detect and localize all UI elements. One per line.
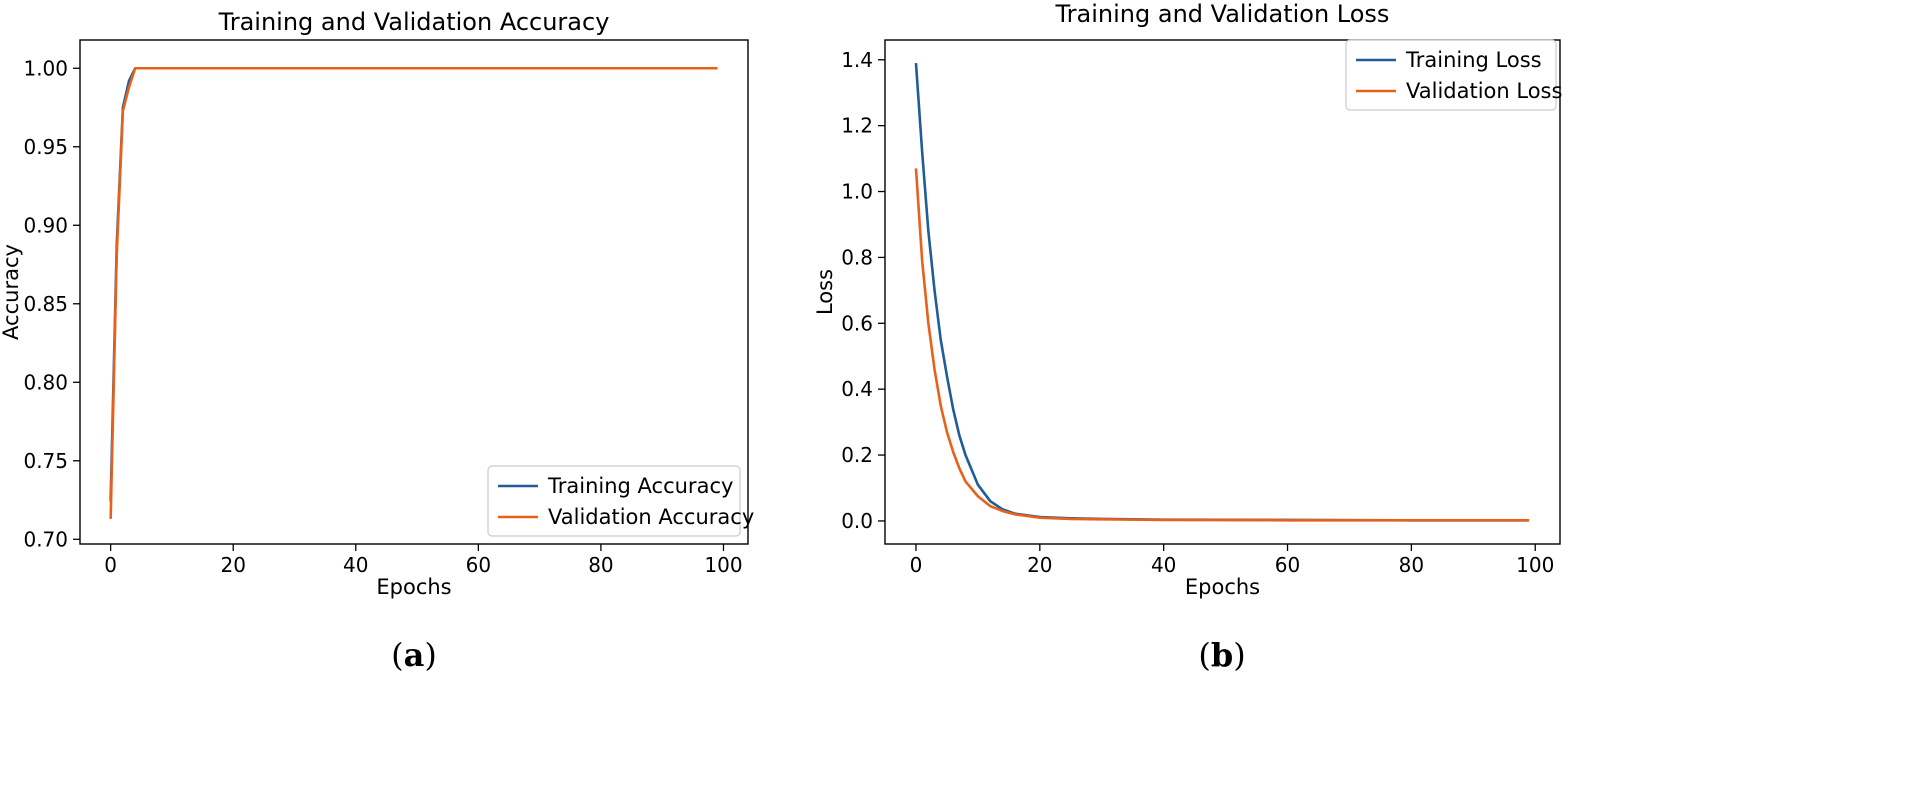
y-axis-label: Accuracy xyxy=(0,244,23,340)
panel-caption-letter: b xyxy=(1211,636,1233,674)
y-tick-label: 0.80 xyxy=(23,370,68,394)
y-tick-label: 0.0 xyxy=(841,509,873,533)
panel-caption: (b) xyxy=(1198,636,1245,674)
x-tick-label: 80 xyxy=(1399,553,1424,577)
chart-title: Training and Validation Loss xyxy=(1055,0,1390,28)
y-ticks: 0.70 0.75 0.80 0.85 0.90 0.95 1.00 xyxy=(23,56,80,551)
legend-label-validation: Validation Loss xyxy=(1406,79,1562,103)
x-tick-label: 100 xyxy=(1516,553,1554,577)
x-ticks: 0 20 40 60 80 100 xyxy=(910,544,1554,577)
y-tick-label: 0.85 xyxy=(23,292,68,316)
y-tick-label: 1.00 xyxy=(23,56,68,80)
y-axis-label: Loss xyxy=(813,269,837,315)
legend-box xyxy=(1345,39,1557,111)
validation-series-line xyxy=(109,66,718,519)
x-axis-label: Epochs xyxy=(376,575,451,599)
y-tick-label: 0.90 xyxy=(23,213,68,237)
x-tick-label: 100 xyxy=(704,553,742,577)
series-lines xyxy=(914,62,1530,522)
y-tick-label: 0.2 xyxy=(841,443,873,467)
x-tick-label: 0 xyxy=(104,553,117,577)
panel-caption-letter: a xyxy=(404,636,425,674)
y-tick-label: 1.2 xyxy=(841,114,873,138)
loss-chart: Training and Validation Loss Epochs Loss… xyxy=(813,0,1562,674)
plot-frame xyxy=(884,39,1561,545)
legend-label-training: Training Loss xyxy=(1405,48,1542,72)
training-series-line xyxy=(914,62,1530,522)
y-tick-label: 1.4 xyxy=(841,48,873,72)
legend-label-validation: Validation Accuracy xyxy=(548,505,754,529)
y-ticks: 0.0 0.2 0.4 0.6 0.8 1.0 1.2 1.4 xyxy=(841,48,885,533)
accuracy-chart: Training and Validation Accuracy Epochs … xyxy=(0,8,754,674)
plot-frame xyxy=(79,39,749,545)
y-tick-label: 0.70 xyxy=(23,527,68,551)
legend: Training Loss Validation Loss xyxy=(1345,39,1562,111)
x-tick-label: 40 xyxy=(343,553,368,577)
y-tick-label: 1.0 xyxy=(841,180,873,204)
x-axis-label: Epochs xyxy=(1185,575,1260,599)
x-tick-label: 20 xyxy=(1027,553,1052,577)
legend-label-training: Training Accuracy xyxy=(547,474,733,498)
x-tick-label: 80 xyxy=(588,553,613,577)
x-tick-label: 0 xyxy=(910,553,923,577)
x-tick-label: 40 xyxy=(1151,553,1176,577)
legend: Training Accuracy Validation Accuracy xyxy=(487,465,754,537)
y-tick-label: 0.4 xyxy=(841,377,873,401)
series-lines xyxy=(109,66,718,519)
x-tick-label: 20 xyxy=(220,553,245,577)
y-tick-label: 0.6 xyxy=(841,311,873,335)
training-series-line xyxy=(109,66,718,502)
chart-title: Training and Validation Accuracy xyxy=(218,8,610,36)
y-tick-label: 0.8 xyxy=(841,245,873,269)
y-tick-label: 0.95 xyxy=(23,135,68,159)
validation-series-line xyxy=(914,168,1530,522)
legend-box xyxy=(487,465,741,537)
y-tick-label: 0.75 xyxy=(23,449,68,473)
panel-caption: (a) xyxy=(391,636,437,674)
x-tick-label: 60 xyxy=(466,553,491,577)
x-tick-label: 60 xyxy=(1275,553,1300,577)
x-ticks: 0 20 40 60 80 100 xyxy=(104,544,743,577)
